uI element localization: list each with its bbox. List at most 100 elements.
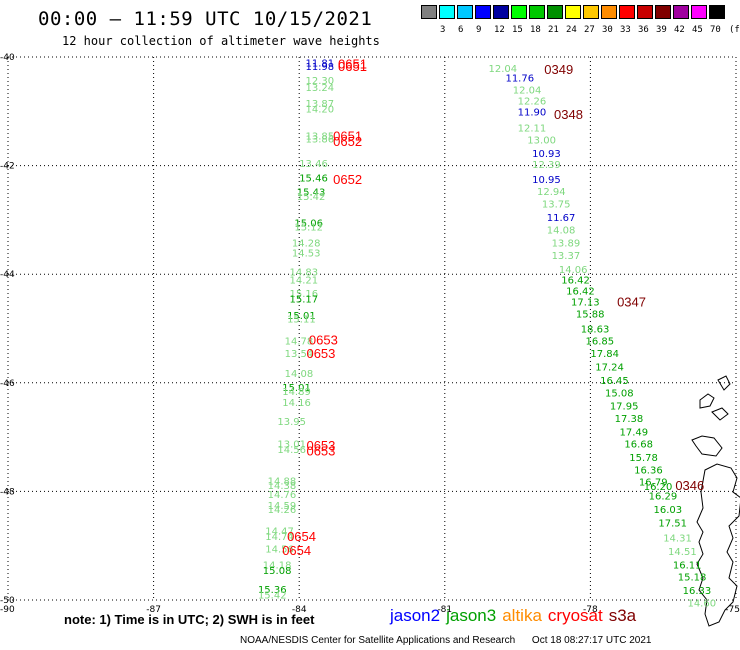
wave-height-value: 15.17 (289, 295, 318, 306)
x-tick-label: -84 (292, 605, 307, 615)
scale-label: 36 (638, 25, 649, 35)
wave-height-value: 16.45 (600, 376, 629, 387)
wave-height-value: 16.36 (634, 466, 663, 477)
wave-height-value: 14.16 (282, 398, 311, 409)
y-tick-label: -46 (0, 379, 15, 389)
wave-height-value: 14.53 (292, 248, 321, 259)
wave-height-value: 14.59 (268, 501, 297, 512)
wave-height-value: 12.94 (537, 187, 566, 198)
scale-label: 45 (692, 25, 703, 35)
wave-height-value: 14.56 (265, 544, 294, 555)
pass-time-label: 0349 (544, 62, 573, 77)
scale-swatch (511, 5, 527, 19)
wave-height-value: 16.20 (644, 482, 673, 493)
wave-height-value: 14.28 (292, 239, 321, 250)
wave-height-value: 14.21 (289, 276, 318, 287)
wave-height-value: 14.88 (268, 477, 297, 488)
scale-label: 30 (602, 25, 613, 35)
wave-height-value: 15.43 (297, 188, 326, 199)
satellite-cryosat: cryosat (547, 606, 603, 625)
scale-swatch (691, 5, 707, 19)
scale-swatch (493, 5, 509, 19)
pass-time-label: 0653 (306, 444, 335, 459)
wave-height-value: 13.01 (277, 440, 306, 451)
scale-label: 27 (584, 25, 595, 35)
wave-height-value: 12.11 (518, 124, 547, 135)
wave-height-value: 15.01 (282, 383, 311, 394)
axis-ticks: -90 -87 -84 -81 -78 -75 -40 -42 -44 -46 -48 -50 (0, 53, 740, 615)
scale-swatch (475, 5, 491, 19)
scale-swatch (547, 5, 563, 19)
satellite-altika: altika (502, 606, 542, 625)
scale-swatch (439, 5, 455, 19)
scale-label: 21 (548, 25, 559, 35)
wave-height-value: 14.51 (668, 547, 697, 558)
wave-height-value: 11.76 (505, 74, 534, 85)
pass-time-label: 0347 (617, 294, 646, 309)
wave-height-value: 14.26 (268, 505, 297, 516)
scale-label: 15 (512, 25, 523, 35)
scale-swatch (655, 5, 671, 19)
wave-height-value: 14.56 (277, 445, 306, 456)
wave-height-value: 11.98 (306, 62, 335, 73)
wave-height-value: 16.79 (639, 478, 668, 489)
wave-height-value: 14.47 (265, 526, 294, 537)
wave-height-value: 15.78 (629, 453, 658, 464)
pass-time-label: 0654 (287, 529, 316, 544)
y-tick-label: -44 (0, 270, 15, 280)
wave-height-value: 17.24 (595, 363, 624, 374)
scale-swatch (421, 5, 437, 19)
wave-height-value: 17.95 (610, 402, 639, 413)
wave-height-value: 14.08 (285, 369, 314, 380)
wave-height-value: 13.00 (527, 136, 556, 147)
pass-time-label: 0348 (554, 107, 583, 122)
generated-timestamp: Oct 18 08:27:17 UTC 2021 (531, 635, 652, 646)
scale-swatch (673, 5, 689, 19)
map-title: 00:00 – 11:59 UTC 10/15/2021 (38, 8, 373, 30)
wave-height-value: 14.76 (268, 490, 297, 501)
wave-height-value: 13.37 (552, 251, 581, 262)
y-tick-label: -48 (0, 487, 15, 497)
wave-height-value: 15.12 (294, 222, 323, 233)
wave-height-value: 13.85 (306, 132, 335, 143)
wave-height-value: 14.83 (289, 267, 318, 278)
wave-height-value: 12.04 (488, 64, 517, 75)
pass-time-label: 0653 (309, 332, 338, 347)
wave-height-value: 13.86 (306, 134, 335, 145)
pass-time-label: 0651 (338, 59, 367, 74)
pass-time-label: 0654 (282, 543, 311, 558)
scale-swatch (529, 5, 545, 19)
wave-height-value: 17.84 (590, 349, 619, 360)
wave-height-value: 15.18 (678, 573, 707, 584)
pass-time-labels: 0651065106510652065206530653065306530654… (282, 57, 704, 559)
wave-height-value: 18.63 (581, 325, 610, 336)
wave-height-value: 16.33 (683, 586, 712, 597)
wave-height-value: 16.29 (649, 492, 678, 503)
satellite-s3a: s3a (608, 606, 637, 625)
y-tick-label: -40 (0, 53, 15, 63)
map-subtitle: 12 hour collection of altimeter wave hei… (62, 34, 380, 48)
coastline-shape (691, 375, 740, 627)
wave-height-value: 15.42 (258, 591, 287, 602)
wave-height-value: 14.08 (547, 226, 576, 237)
scale-swatch (601, 5, 617, 19)
wave-height-value: 14.18 (263, 561, 292, 572)
credit-text: NOAA/NESDIS Center for Satellite Applica… (240, 635, 516, 646)
pass-time-label: 0651 (333, 129, 362, 144)
wave-height-value: 17.49 (620, 428, 649, 439)
scale-unit: (ft) (729, 25, 740, 35)
y-tick-label: -50 (0, 596, 15, 606)
wave-height-value: 13.46 (299, 159, 328, 170)
wave-height-value: 15.46 (299, 174, 328, 185)
coastline (691, 375, 740, 627)
wave-height-value: 17.51 (658, 518, 687, 529)
scale-label: 18 (530, 25, 541, 35)
credit-line: NOAA/NESDIS Center for Satellite Applica… (240, 635, 665, 646)
wave-height-value: 12.26 (518, 96, 547, 107)
wave-height-value: 17.13 (571, 297, 600, 308)
wave-height-value: 16.85 (586, 336, 615, 347)
pass-time-label: 0651 (338, 57, 367, 72)
wave-height-value: 14.89 (282, 387, 311, 398)
scale-swatch (709, 5, 725, 19)
wave-height-value: 13.95 (277, 417, 306, 428)
